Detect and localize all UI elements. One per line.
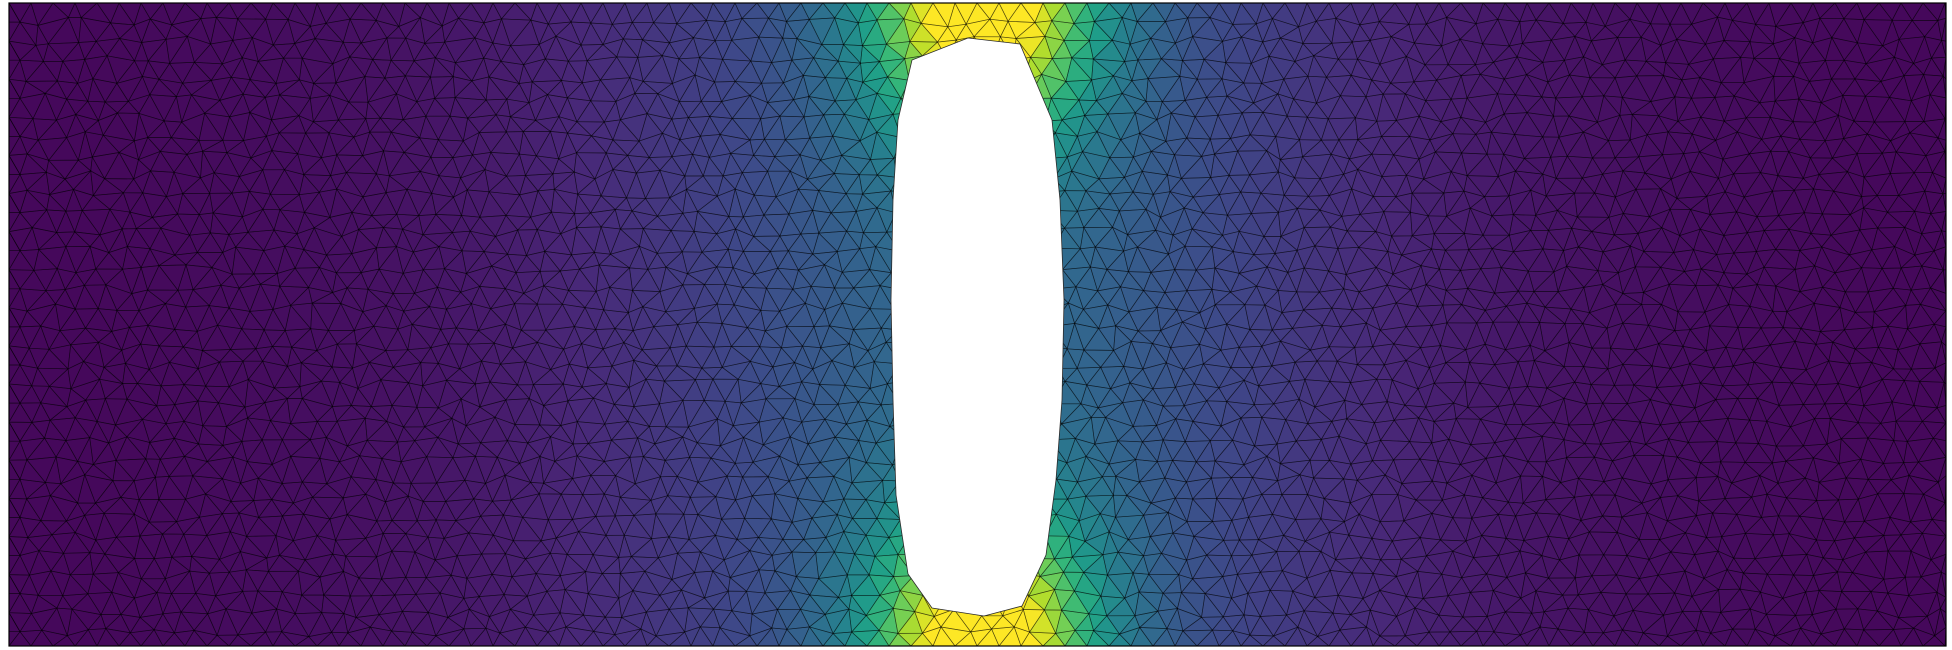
mesh-element (1941, 40, 1946, 58)
